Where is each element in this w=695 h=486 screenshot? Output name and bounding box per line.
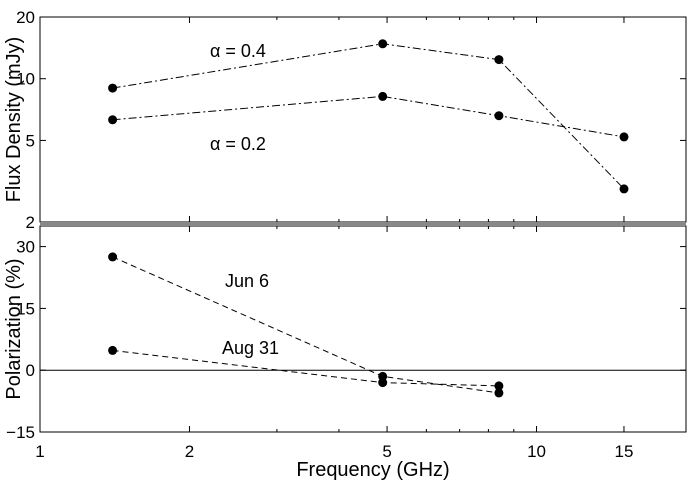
annotation-jun-6: Jun 6 [225, 271, 269, 291]
bottom-data-point [108, 252, 118, 262]
top-data-point [619, 132, 629, 142]
bottom-xtick-label: 5 [382, 442, 391, 461]
bottom-data-point [494, 388, 504, 398]
bottom-ytick-label: 15 [16, 299, 35, 318]
top-ytick-label: 5 [26, 131, 35, 150]
bottom-panel-frame [39, 225, 687, 433]
bottom-ytick-label: −15 [6, 423, 35, 442]
annotation-alpha-04: α = 0.4 [210, 41, 266, 61]
xlabel: Frequency (GHz) [296, 459, 449, 481]
bottom-series-line-1 [112, 256, 499, 394]
annotation-aug-31: Aug 31 [222, 338, 279, 358]
top-data-point [108, 83, 118, 93]
bottom-xtick-label: 1 [35, 442, 44, 461]
top-series-line-2 [112, 95, 625, 138]
bottom-series-line-2 [112, 349, 499, 387]
bottom-data-point [378, 371, 388, 381]
annotation-alpha-02: α = 0.2 [210, 134, 266, 154]
top-data-point [378, 91, 388, 101]
top-series-line-1 [112, 43, 625, 190]
bottom-data-point [494, 381, 504, 391]
top-data-point [494, 111, 504, 121]
top-data-point [619, 184, 629, 194]
top-data-point [108, 115, 118, 125]
top-ylabel: Flux Density (mJy) [3, 37, 25, 203]
top-ytick-label: 20 [16, 8, 35, 27]
top-ytick-label: 10 [16, 70, 35, 89]
bottom-xtick-label: 15 [615, 442, 634, 461]
top-panel-frame [39, 16, 687, 223]
bottom-data-point [378, 378, 388, 388]
bottom-ytick-label: 0 [26, 361, 35, 380]
bottom-xtick-label: 2 [185, 442, 194, 461]
bottom-xtick-label: 10 [527, 442, 546, 461]
bottom-data-point [108, 345, 118, 355]
bottom-ylabel: Polarization (%) [3, 258, 25, 399]
top-ytick-label: 2 [26, 213, 35, 232]
bottom-ytick-label: 30 [16, 238, 35, 257]
top-data-point [494, 55, 504, 65]
top-data-point [378, 39, 388, 49]
